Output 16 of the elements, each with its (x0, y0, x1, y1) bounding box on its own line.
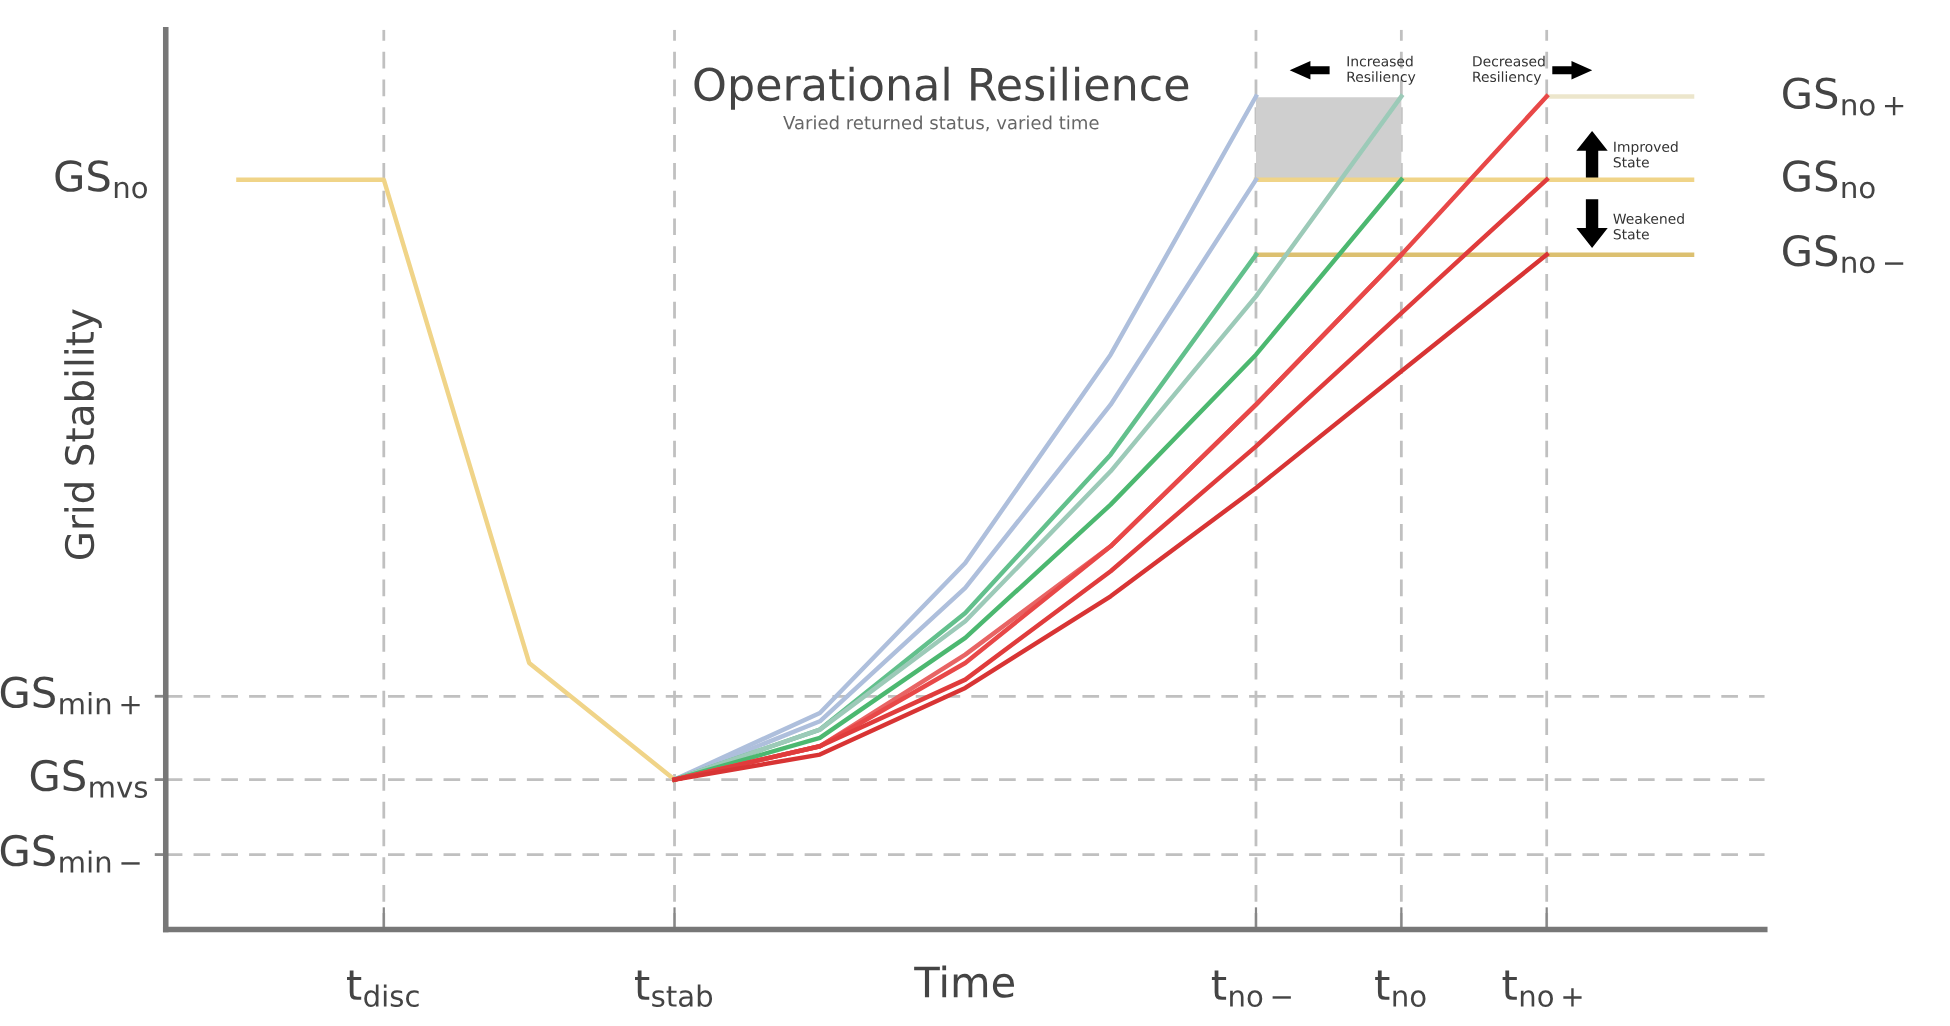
text: GS$_{no−}$ (1783, 234, 1904, 274)
ref-line-label: GS$_{min−}$ (0, 834, 140, 873)
ref-line-label: GS$_{min+}$ (0, 676, 140, 715)
ref-line-label: GS$_{mvs}$ (30, 759, 148, 799)
x-tick-label: t$_{no}$ (1375, 970, 1426, 1008)
text: GS$_{no}$ (55, 160, 147, 199)
x-tick-label: t$_{no+}$ (1502, 970, 1582, 1008)
text: GS$_{no}$ (1783, 160, 1875, 199)
x-tick-label: t$_{stab}$ (635, 970, 713, 1008)
y-axis-title: Grid Stability (64, 309, 102, 560)
chart-title: Operational Resilience (694, 66, 1189, 110)
x-axis-title: Time (914, 965, 1015, 998)
text: Varied returned status, varied time (783, 115, 1099, 132)
x-tick-label: t$_{disc}$ (347, 970, 419, 1008)
x-tick-label: t$_{no−}$ (1211, 970, 1291, 1008)
text: GS$_{no+}$ (1783, 77, 1904, 116)
